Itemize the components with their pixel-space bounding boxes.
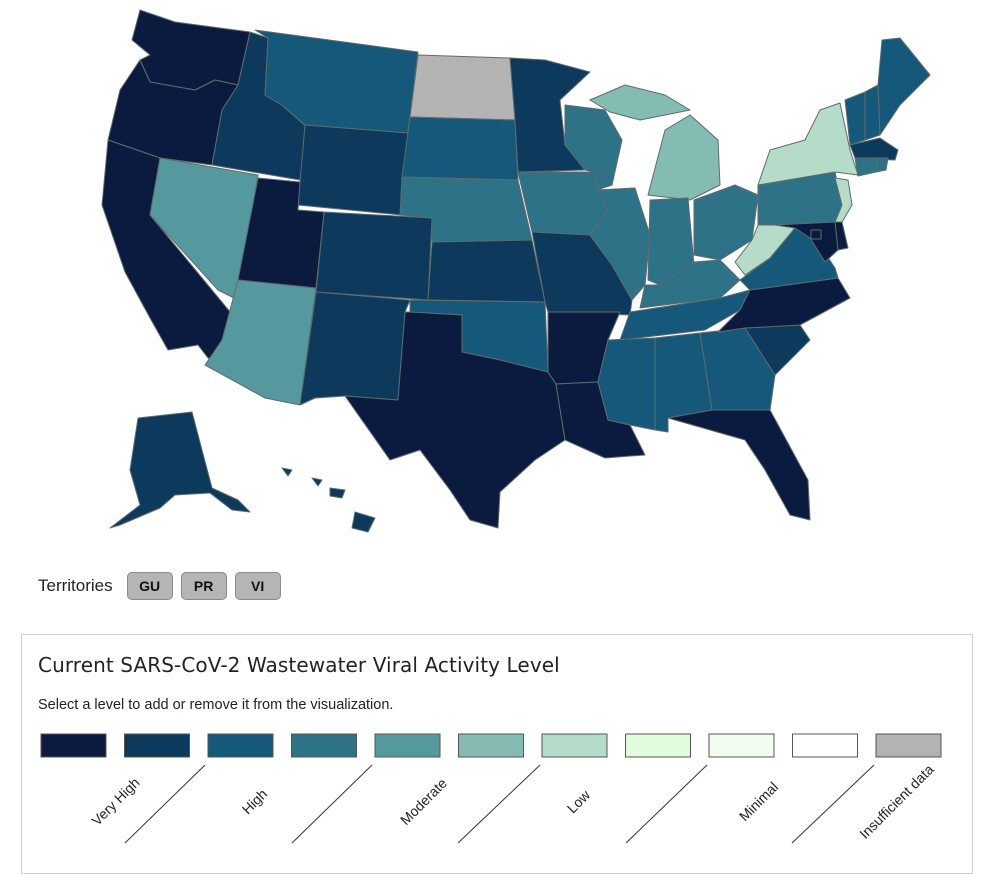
territories-label: Territories (38, 576, 113, 595)
state-wa[interactable] (131, 9, 251, 91)
state-me[interactable] (877, 37, 931, 136)
legend-swatch-minimal-c[interactable] (792, 733, 858, 758)
state-az[interactable] (204, 279, 317, 406)
territory-button-pr[interactable]: PR (180, 572, 227, 600)
legend-label-moderate: Moderate (397, 775, 450, 828)
legend-scale: Very High High Moderate Low Minimal Insuffici… (40, 733, 942, 844)
territory-button-vi[interactable]: VI (234, 572, 281, 600)
territory-button-gu[interactable]: GU (126, 572, 173, 600)
state-ky[interactable] (639, 259, 741, 309)
state-ms[interactable] (597, 337, 656, 431)
state-md[interactable] (774, 221, 839, 263)
state-il[interactable] (589, 187, 651, 301)
state-ct[interactable] (854, 157, 879, 177)
legend-label-low: Low (564, 786, 594, 816)
legend-swatch-low-a[interactable] (458, 733, 524, 758)
legend-swatch-high-b[interactable] (207, 733, 274, 758)
legend-divider-4 (625, 764, 708, 844)
legend-label-very-high: Very High (88, 774, 142, 828)
legend-swatch-minimal-a[interactable] (625, 733, 691, 758)
state-nm[interactable] (299, 291, 411, 406)
state-ak[interactable] (109, 411, 251, 529)
territories-row: Territories GU PR VI (38, 571, 281, 601)
state-ia[interactable] (517, 171, 609, 236)
legend-swatch-low-b[interactable] (541, 733, 608, 758)
state-nd[interactable] (409, 54, 516, 121)
state-tx[interactable] (344, 311, 566, 529)
legend-swatch-minimal-b[interactable] (708, 733, 775, 758)
legend-panel: Current SARS-CoV-2 Wastewater Viral Acti… (21, 634, 973, 874)
state-vt[interactable] (844, 91, 866, 146)
legend-label-insufficient-data: Insufficient data (856, 761, 937, 842)
state-co[interactable] (315, 211, 433, 301)
legend-label-minimal: Minimal (736, 779, 781, 824)
legend-swatch-high-a[interactable] (124, 733, 190, 758)
legend-swatch-moderate-b[interactable] (374, 733, 441, 758)
state-dc[interactable] (810, 229, 822, 240)
state-ny[interactable] (757, 102, 859, 186)
state-fl[interactable] (667, 409, 811, 521)
legend-swatch-moderate-a[interactable] (291, 733, 357, 758)
legend-title: Current SARS-CoV-2 Wastewater Viral Acti… (38, 653, 560, 677)
legend-swatch-insufficient[interactable] (875, 733, 942, 758)
state-ri[interactable] (875, 157, 889, 173)
state-ks[interactable] (427, 239, 546, 303)
legend-instruction: Select a level to add or remove it from … (38, 697, 394, 713)
state-mi[interactable] (589, 84, 721, 201)
legend-label-high: High (239, 786, 271, 818)
state-nh[interactable] (864, 84, 881, 141)
state-hi[interactable] (281, 467, 376, 533)
legend-divider-5 (791, 764, 875, 844)
state-ma[interactable] (849, 137, 899, 161)
state-wy[interactable] (297, 124, 409, 216)
legend-divider-1 (124, 764, 206, 844)
state-sd[interactable] (401, 116, 519, 181)
us-states-map (101, 9, 931, 533)
legend-divider-2 (291, 764, 373, 844)
legend-swatch-very-high[interactable] (40, 733, 107, 758)
legend-divider-3 (457, 764, 541, 844)
state-nv[interactable] (149, 157, 259, 301)
